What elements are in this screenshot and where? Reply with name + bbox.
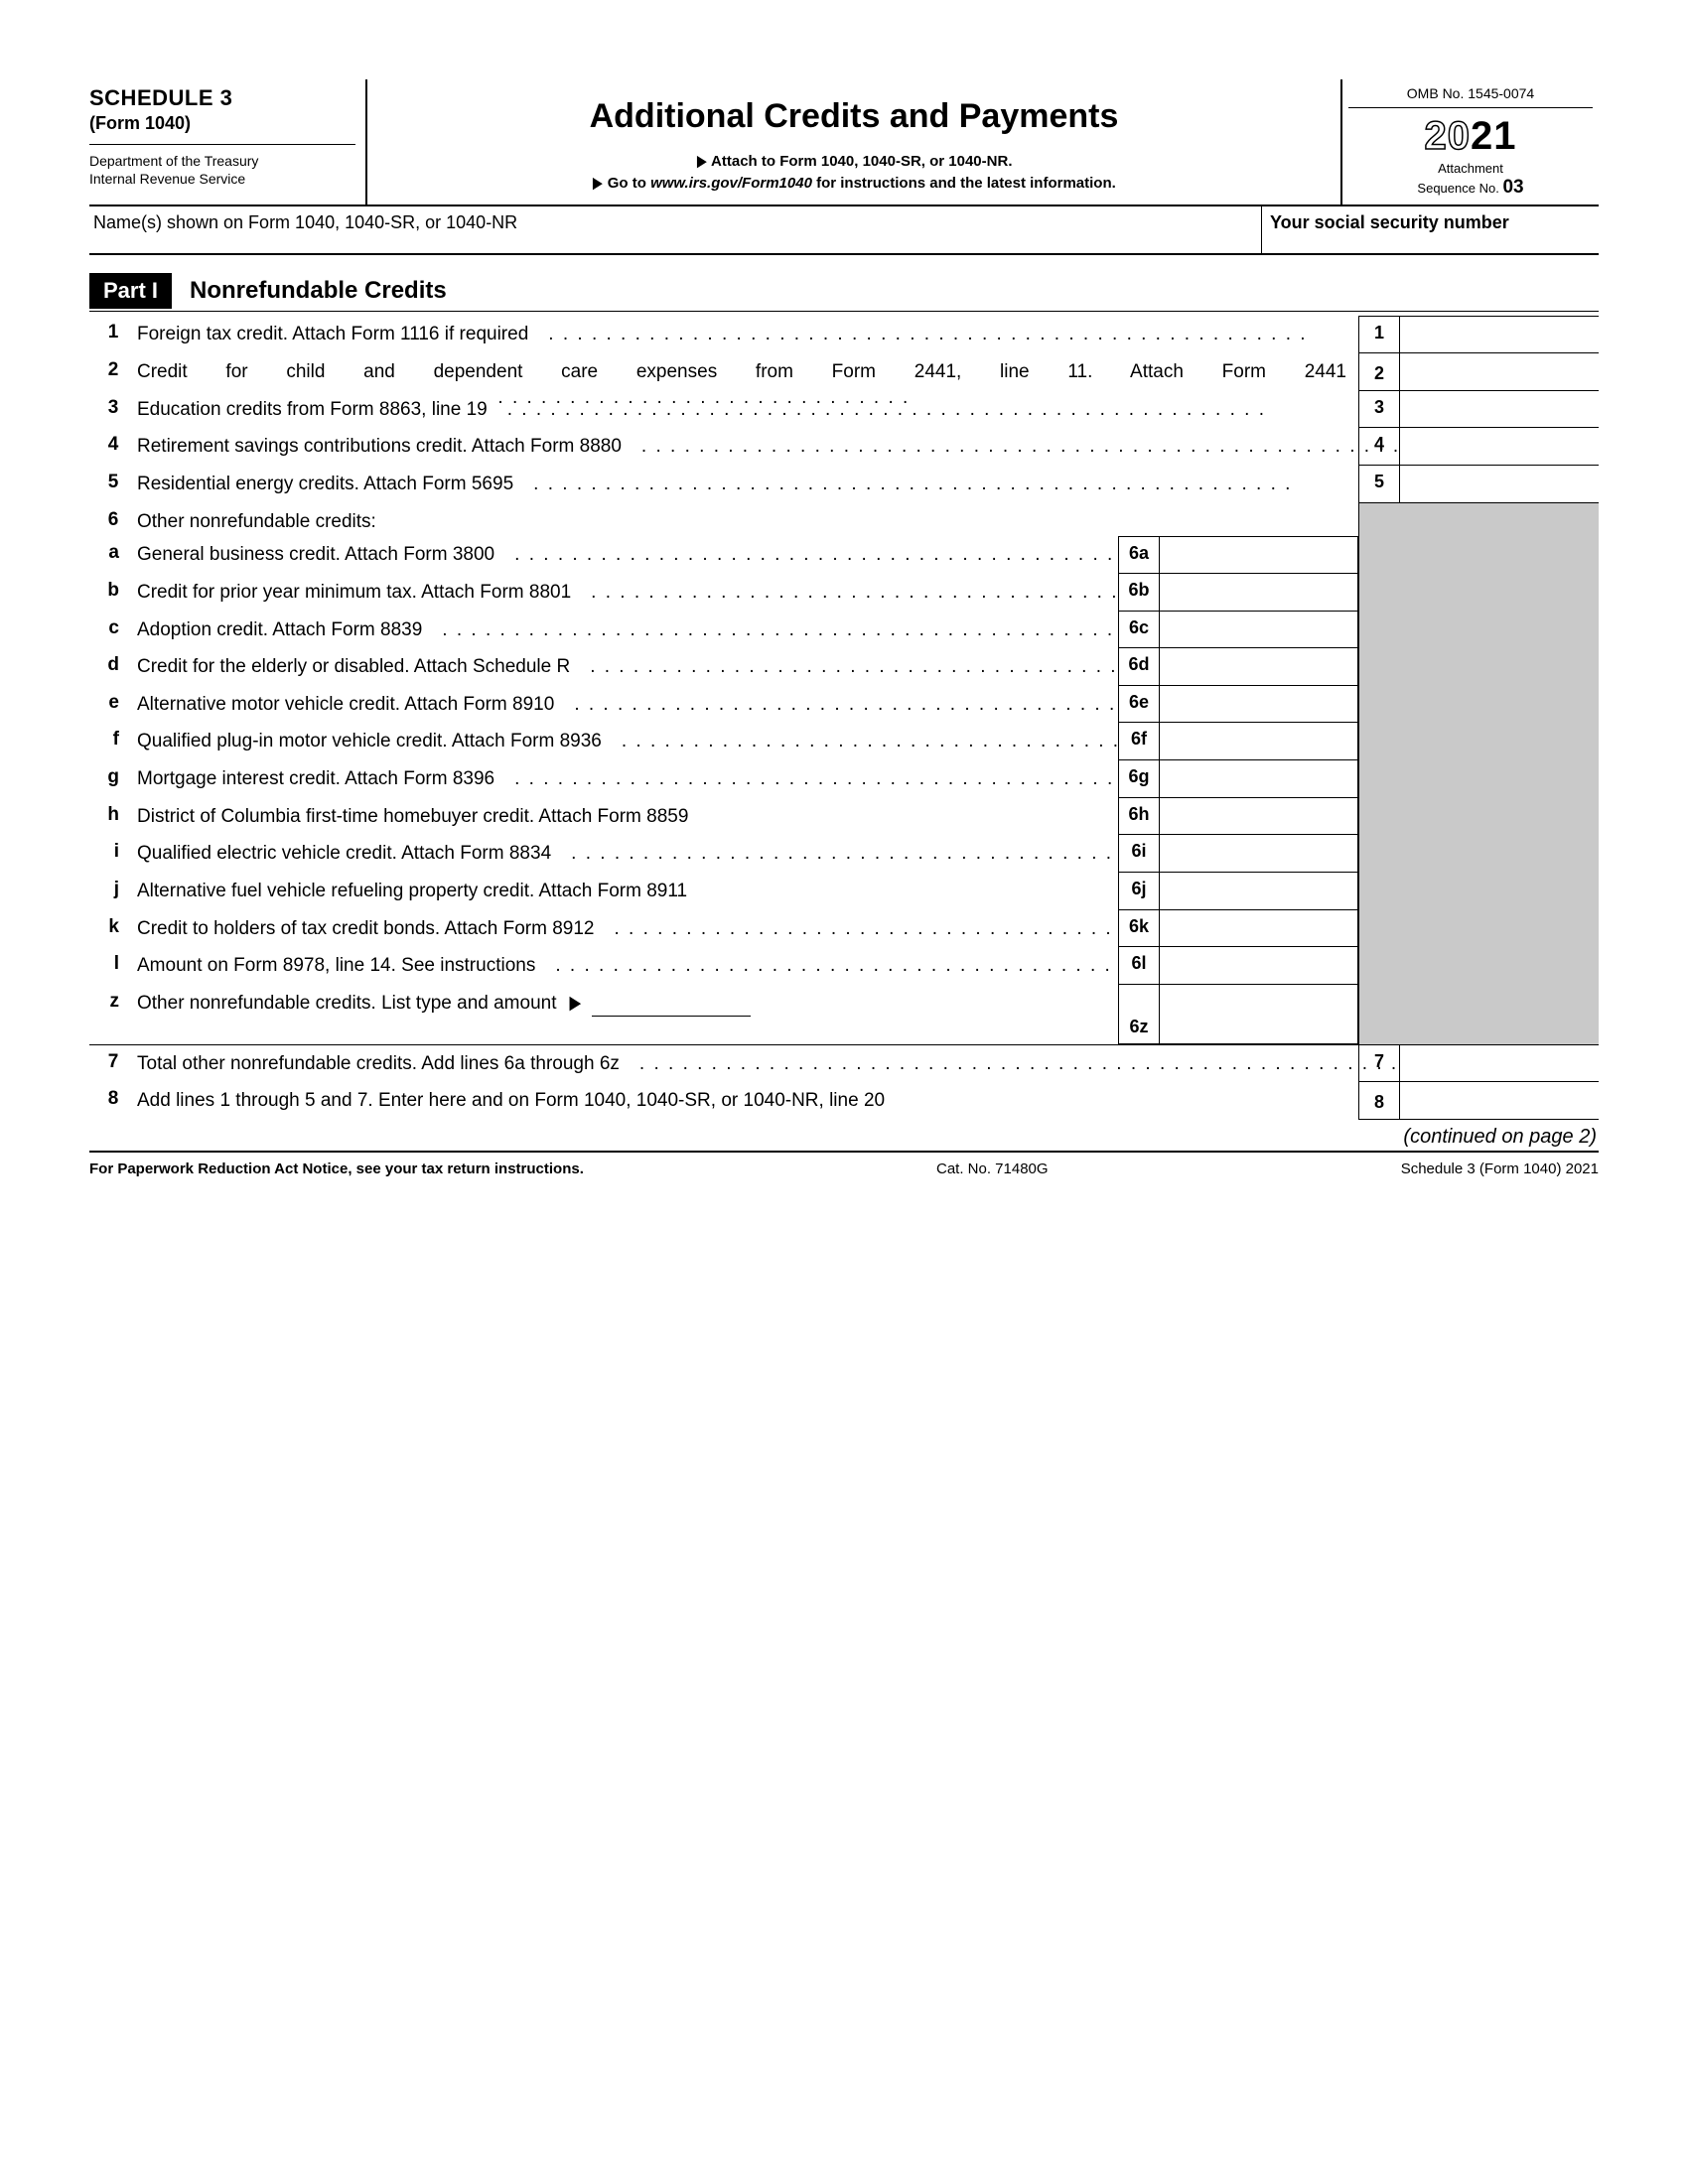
amount-6h[interactable] [1160,798,1358,836]
amount-6z[interactable] [1160,985,1358,1044]
box-6i: 6i [1118,835,1160,873]
amount-6f[interactable] [1160,723,1358,760]
amount-6c[interactable] [1160,612,1358,649]
line-6j: j Alternative fuel vehicle refueling pro… [89,873,1599,910]
part-title: Nonrefundable Credits [190,277,447,305]
dept-treasury: Department of the Treasury [89,153,355,171]
name-ssn-row: Name(s) shown on Form 1040, 1040-SR, or … [89,206,1599,255]
box-2: 2 [1358,353,1400,391]
amount-6i[interactable] [1160,835,1358,873]
line-7: 7 Total other nonrefundable credits. Add… [89,1044,1599,1083]
amount-3[interactable] [1400,391,1599,429]
amount-1[interactable] [1400,316,1599,353]
line-6i: i Qualified electric vehicle credit. Att… [89,835,1599,873]
amount-6a[interactable] [1160,536,1358,574]
form-schedule-3: SCHEDULE 3 (Form 1040) Department of the… [89,79,1599,1177]
part-header: Part I Nonrefundable Credits [89,273,1599,312]
line-6g: g Mortgage interest credit. Attach Form … [89,760,1599,798]
amount-2[interactable] [1400,353,1599,391]
line-6a: a General business credit. Attach Form 3… [89,536,1599,574]
amount-6b[interactable] [1160,574,1358,612]
amount-6g[interactable] [1160,760,1358,798]
box-6f: 6f [1118,723,1160,760]
box-1: 1 [1358,316,1400,353]
triangle-icon: ▶ [697,152,706,170]
omb-number: OMB No. 1545-0074 [1348,85,1593,108]
form-header: SCHEDULE 3 (Form 1040) Department of the… [89,79,1599,206]
amount-6l[interactable] [1160,947,1358,985]
header-left: SCHEDULE 3 (Form 1040) Department of the… [89,79,367,205]
box-6j: 6j [1118,873,1160,910]
line-1: 1 Foreign tax credit. Attach Form 1116 i… [89,316,1599,353]
dept-irs: Internal Revenue Service [89,171,355,189]
footer-right: Schedule 3 (Form 1040) 2021 [1401,1160,1599,1177]
amount-4[interactable] [1400,428,1599,466]
box-6z: 6z [1118,985,1160,1044]
line-6k: k Credit to holders of tax credit bonds.… [89,910,1599,948]
form-number: (Form 1040) [89,113,355,134]
line-5: 5 Residential energy credits. Attach For… [89,466,1599,503]
line-6e: e Alternative motor vehicle credit. Atta… [89,686,1599,724]
line-6f: f Qualified plug-in motor vehicle credit… [89,723,1599,760]
box-6h: 6h [1118,798,1160,836]
line-4: 4 Retirement savings contributions credi… [89,428,1599,466]
triangle-icon: ▶ [593,174,602,192]
amount-6e[interactable] [1160,686,1358,724]
form-title: Additional Credits and Payments [377,97,1331,136]
line-3: 3 Education credits from Form 8863, line… [89,391,1599,429]
box-3: 3 [1358,391,1400,429]
box-6b: 6b [1118,574,1160,612]
part-badge: Part I [89,273,172,309]
box-5: 5 [1358,466,1400,503]
line-6: 6 Other nonrefundable credits: [89,503,1599,537]
line-2: 2 Credit for child and dependent care ex… [89,353,1599,391]
header-middle: Additional Credits and Payments ▶Attach … [367,79,1340,205]
amount-6d[interactable] [1160,648,1358,686]
name-field[interactable]: Name(s) shown on Form 1040, 1040-SR, or … [89,206,1261,253]
amount-5[interactable] [1400,466,1599,503]
line-6h: h District of Columbia first-time homebu… [89,798,1599,836]
goto-instruction: ▶Go to www.irs.gov/Form1040 for instruct… [377,174,1331,192]
lines-container: 1 Foreign tax credit. Attach Form 1116 i… [89,316,1599,1119]
continued-note: (continued on page 2) [89,1120,1599,1153]
amount-8[interactable] [1400,1082,1599,1120]
box-6k: 6k [1118,910,1160,948]
amount-6k[interactable] [1160,910,1358,948]
header-right: OMB No. 1545-0074 2021 Attachment Sequen… [1340,79,1599,205]
amount-6j[interactable] [1160,873,1358,910]
ssn-field[interactable]: Your social security number [1261,206,1599,253]
box-6c: 6c [1118,612,1160,649]
footer-left: For Paperwork Reduction Act Notice, see … [89,1160,584,1177]
line-6c: c Adoption credit. Attach Form 8839 6c [89,612,1599,649]
box-6e: 6e [1118,686,1160,724]
footer-cat: Cat. No. 71480G [936,1160,1049,1177]
attach-instruction: ▶Attach to Form 1040, 1040-SR, or 1040-N… [377,152,1331,170]
box-6g: 6g [1118,760,1160,798]
amount-7[interactable] [1400,1045,1599,1083]
triangle-icon: ▶ [569,991,581,1017]
box-6a: 6a [1118,536,1160,574]
page-footer: For Paperwork Reduction Act Notice, see … [89,1153,1599,1177]
attachment-sequence: Attachment Sequence No. 03 [1348,161,1593,199]
tax-year: 2021 [1348,108,1593,161]
schedule-label: SCHEDULE 3 [89,85,355,111]
line-6d: d Credit for the elderly or disabled. At… [89,648,1599,686]
other-credits-writein[interactable] [592,1016,751,1017]
box-6l: 6l [1118,947,1160,985]
line-6z: z Other nonrefundable credits. List type… [89,985,1599,1044]
line-8: 8 Add lines 1 through 5 and 7. Enter her… [89,1082,1599,1120]
line-6b: b Credit for prior year minimum tax. Att… [89,574,1599,612]
box-8: 8 [1358,1082,1400,1120]
line-6l: l Amount on Form 8978, line 14. See inst… [89,947,1599,985]
box-6d: 6d [1118,648,1160,686]
